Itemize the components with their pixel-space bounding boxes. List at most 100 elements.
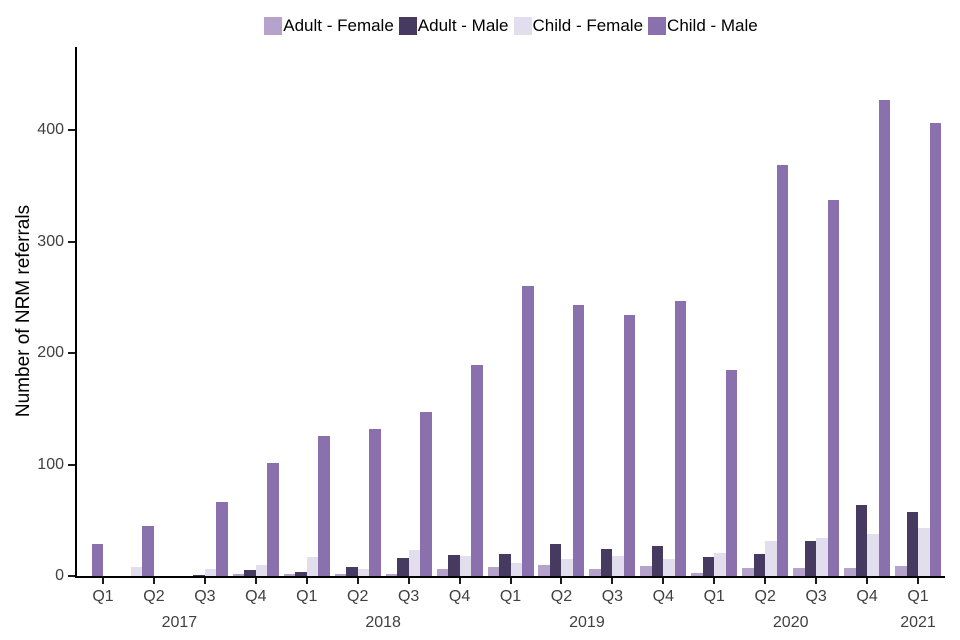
bar-adult-female xyxy=(742,568,754,576)
x-tick-mark xyxy=(509,578,512,584)
y-axis-line xyxy=(75,47,77,578)
bar-adult-female xyxy=(640,565,652,576)
x-tick-label-quarter: Q3 xyxy=(805,588,827,605)
x-tick-mark xyxy=(815,578,818,584)
bar-adult-female xyxy=(283,573,296,576)
y-tick-label: 200 xyxy=(37,344,64,361)
bar-adult-female xyxy=(334,573,347,576)
bar-child-male xyxy=(878,99,891,576)
x-tick-mark xyxy=(356,578,359,584)
x-tick-label-year: 2019 xyxy=(569,614,605,631)
bar-child-male xyxy=(267,463,279,576)
bar-child-female xyxy=(408,550,421,576)
y-tick-label: 300 xyxy=(37,232,64,250)
bar-child-male xyxy=(725,369,738,576)
legend: Adult - Female Adult - Male Child - Female… xyxy=(77,16,945,36)
bar-child-male xyxy=(471,365,483,576)
x-tick-label-year: 2017 xyxy=(161,614,198,631)
x-tick-mark xyxy=(102,578,104,584)
bar-adult-male xyxy=(600,549,613,576)
bar-child-female xyxy=(816,538,828,576)
legend-label: Child - Male xyxy=(667,16,758,35)
legend-swatch-icon xyxy=(513,17,532,35)
bar-adult-female xyxy=(895,565,907,576)
bar-adult-male xyxy=(448,554,460,576)
legend-swatch-icon xyxy=(398,17,417,35)
bar-child-female xyxy=(357,569,370,576)
bar-child-female xyxy=(306,557,319,576)
x-tick-label-quarter: Q3 xyxy=(601,588,624,605)
x-tick-label-quarter: Q1 xyxy=(296,588,318,605)
bar-adult-male xyxy=(499,553,511,576)
bar-child-male xyxy=(522,286,534,576)
bar-child-female xyxy=(459,555,472,576)
bar-child-female xyxy=(765,541,777,576)
bar-adult-female xyxy=(385,573,398,576)
bar-adult-male xyxy=(244,570,256,576)
x-tick-label-year: 2021 xyxy=(900,614,936,631)
x-tick-mark xyxy=(611,578,614,584)
bar-child-male xyxy=(827,200,840,576)
x-tick-mark xyxy=(917,578,920,584)
bar-child-male xyxy=(623,315,636,576)
x-tick-label-quarter: Q4 xyxy=(448,588,471,605)
bar-adult-female xyxy=(589,569,601,576)
bar-child-female xyxy=(714,552,726,576)
x-tick-mark xyxy=(203,578,206,584)
bar-child-female xyxy=(561,559,573,576)
bar-adult-female xyxy=(793,568,805,576)
x-tick-label-quarter: Q1 xyxy=(907,588,929,605)
bar-adult-female xyxy=(232,573,245,576)
legend-item: Child - Male xyxy=(648,16,758,36)
x-tick-label-quarter: Q3 xyxy=(397,588,420,605)
x-tick-label-quarter: Q1 xyxy=(499,588,522,605)
bar-child-female xyxy=(867,533,879,576)
x-tick-mark xyxy=(866,578,869,584)
bar-adult-male xyxy=(549,543,562,576)
y-tick-label: 0 xyxy=(55,567,64,584)
y-tick-label: 400 xyxy=(37,121,64,138)
bar-child-male xyxy=(420,412,432,576)
x-tick-mark xyxy=(305,578,308,584)
legend-label: Child - Female xyxy=(532,16,644,35)
bar-adult-female xyxy=(487,567,500,576)
x-tick-mark xyxy=(662,578,665,584)
x-tick-label-year: 2018 xyxy=(365,614,401,631)
bar-child-male xyxy=(318,435,330,576)
bar-child-female xyxy=(663,559,675,576)
bar-child-female xyxy=(918,528,930,576)
bar-child-female xyxy=(130,567,143,576)
y-tick-mark xyxy=(68,463,75,466)
bar-adult-female xyxy=(844,568,856,576)
bar-child-male xyxy=(142,525,154,576)
bar-child-male xyxy=(674,300,687,576)
bar-child-male xyxy=(216,502,228,576)
y-tick-mark xyxy=(68,129,75,131)
bar-child-male xyxy=(929,123,942,576)
bar-child-male xyxy=(369,428,381,576)
x-tick-label-quarter: Q2 xyxy=(754,588,776,605)
legend-item: Adult - Female xyxy=(264,16,394,36)
x-tick-label-quarter: Q2 xyxy=(347,588,369,605)
bar-adult-male xyxy=(295,571,307,576)
bar-child-female xyxy=(612,555,624,576)
bar-adult-male xyxy=(193,574,205,576)
legend-swatch-icon xyxy=(648,17,667,35)
x-tick-label-quarter: Q4 xyxy=(245,588,267,605)
x-tick-mark xyxy=(152,578,155,584)
bar-adult-male xyxy=(346,567,358,576)
legend-label: Adult - Male xyxy=(417,16,509,35)
x-tick-mark xyxy=(713,578,716,584)
legend-item: Child - Female xyxy=(513,16,644,36)
legend-label: Adult - Female xyxy=(283,16,394,35)
bar-adult-male xyxy=(906,512,919,576)
x-tick-label-quarter: Q4 xyxy=(652,588,674,605)
bar-adult-male xyxy=(702,557,715,576)
x-axis-line xyxy=(75,576,945,578)
bar-child-female xyxy=(204,569,217,576)
bar-adult-male xyxy=(804,541,817,576)
x-tick-mark xyxy=(254,578,257,584)
x-tick-label-quarter: Q3 xyxy=(194,588,216,605)
bar-child-female xyxy=(510,562,523,576)
